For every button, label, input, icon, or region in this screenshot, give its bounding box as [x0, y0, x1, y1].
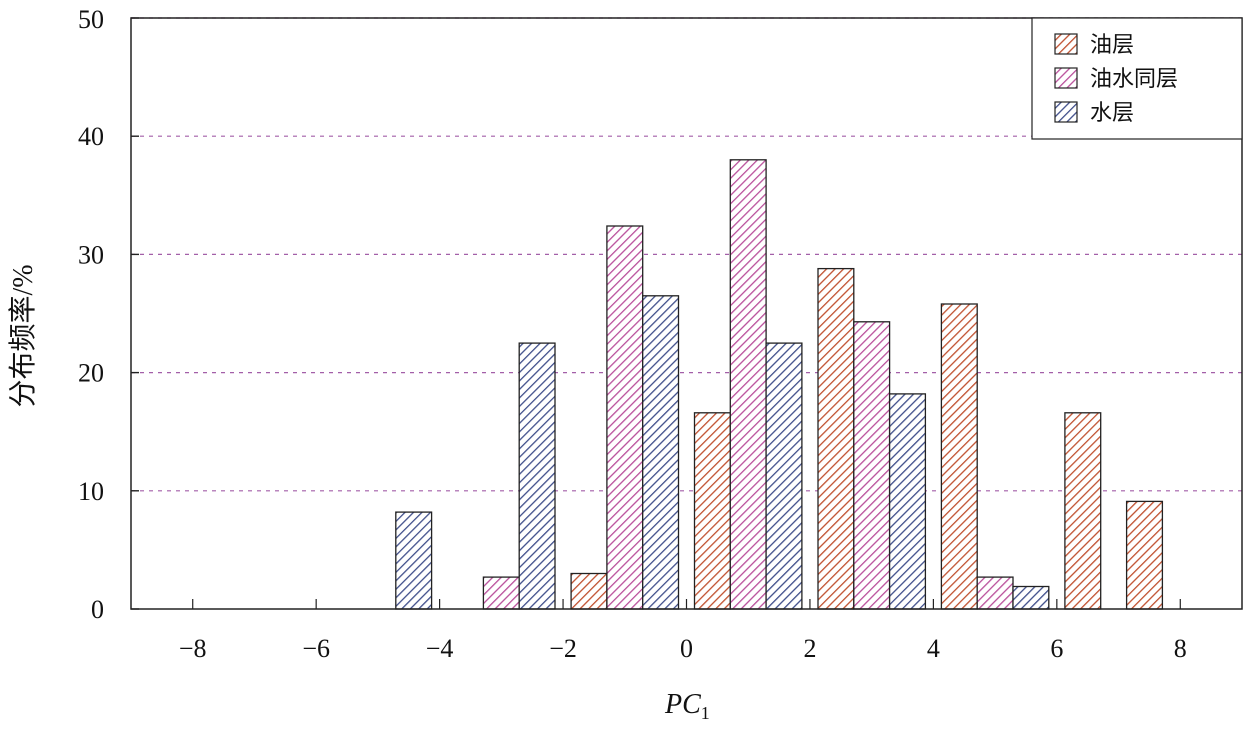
bar-油水同层-3 [853, 321, 891, 610]
bar-水层--3 [518, 342, 556, 610]
bars [395, 159, 1164, 610]
bar-油水同层--1 [606, 225, 644, 610]
y-tick-label-50: 50 [78, 5, 104, 34]
bar-油水同层-1 [729, 159, 767, 610]
x-tick-label-6: 4 [927, 634, 940, 663]
x-tick-label-2: −4 [426, 634, 454, 663]
x-tick-label-3: −2 [549, 634, 577, 663]
y-tick-label-40: 40 [78, 122, 104, 151]
y-axis-title: 分布频率/% [7, 264, 39, 407]
x-tick-label-5: 2 [803, 634, 816, 663]
legend-label-油层: 油层 [1090, 33, 1134, 58]
x-axis-title-main: PC [664, 689, 701, 720]
x-tick-label-4: 0 [680, 634, 693, 663]
x-axis-title-sub: 1 [701, 703, 710, 723]
legend-swatch-油水同层 [1054, 67, 1078, 89]
bar-水层-1 [765, 342, 803, 610]
y-tick-label-0: 0 [91, 595, 104, 624]
legend-label-水层: 水层 [1090, 101, 1134, 126]
tick-labels: 0 10 20 30 40 50 −8 −6 −4 −2 0 2 4 6 8 [78, 5, 1187, 663]
x-tick-label-1: −6 [302, 634, 330, 663]
x-axis-title: PC1 [664, 689, 710, 723]
legend-label-油水同层: 油水同层 [1090, 67, 1178, 92]
y-tick-label-10: 10 [78, 477, 104, 506]
bar-油层-5 [940, 303, 978, 610]
bar-油水同层-5 [976, 576, 1014, 610]
bar-水层-5 [1012, 585, 1050, 610]
bar-水层--5 [395, 511, 433, 610]
x-tick-label-7: 6 [1050, 634, 1063, 663]
x-tick-label-0: −8 [179, 634, 207, 663]
bar-油层--1 [570, 572, 608, 610]
legend-swatch-水层 [1054, 101, 1078, 123]
bar-油层-8 [1125, 500, 1164, 610]
y-tick-label-20: 20 [78, 359, 104, 388]
bar-水层--1 [642, 295, 680, 610]
bar-水层-3 [888, 393, 927, 610]
bar-油水同层--3 [482, 576, 520, 610]
bar-油层-3 [817, 267, 855, 610]
x-tick-label-8: 8 [1174, 634, 1187, 663]
bar-油层-7 [1064, 412, 1102, 610]
bar-油层-1 [693, 412, 731, 610]
y-tick-label-30: 30 [78, 240, 104, 269]
legend-swatch-油层 [1054, 33, 1078, 55]
